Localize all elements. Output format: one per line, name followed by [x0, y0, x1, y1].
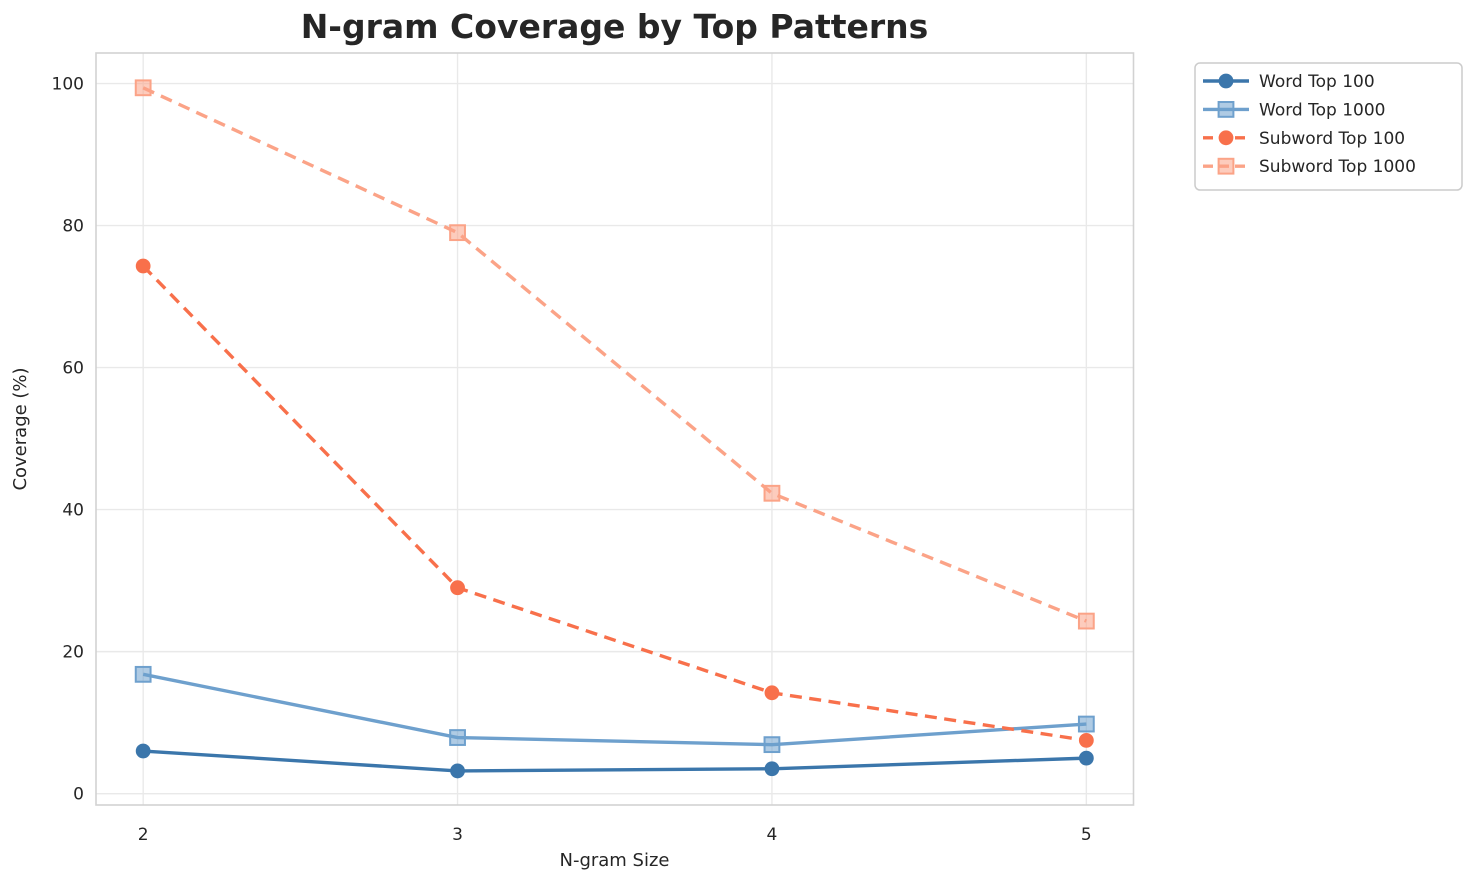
y-tick-label: 100 — [52, 75, 84, 95]
data-point-word-top-100 — [450, 763, 465, 779]
legend: Word Top 100 Word Top 1000 Subword Top 100… — [1194, 62, 1463, 191]
legend-marker — [1217, 101, 1235, 118]
data-point-subword-top-100 — [450, 580, 465, 596]
series-line-subword-top-1000 — [142, 86, 1087, 623]
series-line-word-top-1000 — [142, 672, 1087, 747]
legend-label: Word Top 1000 — [1259, 100, 1385, 120]
legend-label: Word Top 100 — [1259, 72, 1375, 92]
data-point-subword-top-1000 — [1077, 612, 1095, 630]
data-point-word-top-100 — [764, 761, 780, 777]
legend-marker — [1217, 157, 1235, 175]
x-tick-label: 3 — [452, 825, 463, 845]
y-axis-label: Coverage (%) — [10, 367, 31, 490]
data-point-word-top-1000 — [134, 665, 152, 683]
axes-spines — [95, 52, 1135, 806]
tick-labels: 0 20 40 60 80 100 2 3 4 5 — [52, 75, 1092, 845]
data-point-word-top-100 — [1078, 750, 1094, 766]
legend-label: Subword Top 1000 — [1259, 157, 1416, 177]
data-point-word-top-100 — [135, 743, 151, 759]
legend-marker — [1218, 130, 1234, 146]
series-layer — [134, 79, 1095, 779]
data-point-subword-top-100 — [135, 258, 151, 274]
x-tick-label: 2 — [138, 825, 149, 845]
data-point-subword-top-100 — [1078, 732, 1094, 748]
x-tick-label: 4 — [767, 825, 778, 845]
legend-item-word-top-100: Word Top 100 — [1203, 72, 1375, 92]
x-axis-label: N-gram Size — [559, 850, 669, 871]
x-tick-label: 5 — [1081, 825, 1092, 845]
data-point-subword-top-1000 — [134, 79, 152, 97]
legend-item-subword-top-100: Subword Top 100 — [1203, 129, 1405, 149]
legend-item-subword-top-1000: Subword Top 1000 — [1203, 157, 1416, 177]
data-point-word-top-1000 — [1077, 715, 1095, 733]
series-line-subword-top-100 — [141, 264, 1087, 743]
data-point-subword-top-1000 — [763, 484, 781, 502]
grid-layer — [96, 53, 1134, 805]
data-point-subword-top-100 — [764, 685, 780, 701]
y-tick-label: 0 — [73, 785, 84, 805]
data-point-word-top-1000 — [763, 736, 781, 754]
y-tick-label: 80 — [62, 217, 84, 237]
data-point-subword-top-1000 — [449, 224, 466, 242]
legend-label: Subword Top 100 — [1259, 129, 1405, 149]
chart-title: N-gram Coverage by Top Patterns — [301, 7, 929, 46]
y-tick-label: 20 — [62, 643, 84, 663]
y-tick-label: 40 — [62, 501, 84, 521]
data-point-word-top-1000 — [449, 729, 466, 746]
y-tick-label: 60 — [62, 359, 84, 379]
legend-box — [1194, 62, 1463, 191]
legend-item-word-top-1000: Word Top 1000 — [1203, 100, 1385, 120]
series-line-word-top-100 — [143, 749, 1087, 773]
legend-marker — [1218, 73, 1234, 89]
